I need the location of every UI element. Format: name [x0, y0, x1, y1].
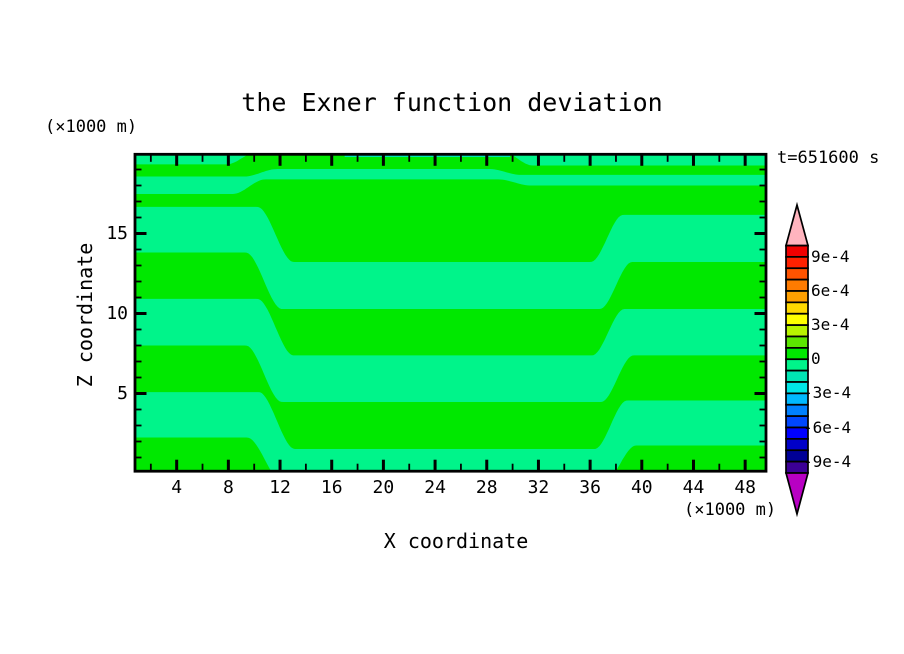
y-tick-label: 5 — [117, 382, 128, 404]
x-tick-label: 12 — [269, 477, 291, 498]
y-axis-unit-label: (×1000 m) — [45, 117, 138, 137]
colorbar-segment — [785, 312, 809, 326]
colorbar-label: -9e-4 — [803, 451, 852, 471]
x-axis-title: X coordinate — [383, 529, 529, 553]
plot-title: the Exner function deviation — [241, 88, 663, 117]
time-label: t=651600 s — [777, 148, 880, 168]
colorbar-segment — [785, 256, 809, 270]
colorbar-segment — [785, 335, 809, 349]
colorbar-segment — [785, 278, 809, 292]
colorbar-label: -3e-4 — [803, 383, 852, 403]
x-tick-label: 40 — [630, 477, 653, 498]
band-top-sliver — [135, 154, 766, 166]
x-axis-unit-label: (×1000 m) — [684, 500, 777, 520]
band-upper-thin — [135, 169, 766, 194]
x-tick-label: 20 — [372, 477, 395, 498]
x-tick-label: 32 — [527, 477, 550, 498]
plot-frame — [133, 152, 768, 473]
colorbar-segment — [785, 290, 809, 304]
colorbar-label: 3e-4 — [811, 315, 850, 335]
band-lower-thick — [135, 392, 766, 472]
colorbar-segment — [785, 347, 809, 361]
band-upper-thick — [135, 206, 766, 309]
y-tick-label: 10 — [106, 302, 128, 324]
x-tick-label: 36 — [579, 477, 601, 498]
band-mid-thick — [135, 298, 766, 402]
colorbar-segment — [785, 403, 809, 417]
colorbar-segment — [785, 267, 809, 281]
colorbar-segment — [785, 324, 809, 338]
x-tick-label: 48 — [734, 477, 756, 498]
colorbar-label: 9e-4 — [811, 246, 850, 266]
x-tick-label: 4 — [171, 477, 183, 498]
x-tick-label: 28 — [475, 477, 498, 498]
colorbar-bottom-arrow — [784, 472, 810, 518]
colorbar-label: -6e-4 — [803, 417, 852, 437]
colorbar-label: 6e-4 — [811, 281, 850, 300]
axis-ticks — [135, 154, 766, 471]
x-tick-label: 16 — [320, 477, 343, 498]
colorbar — [784, 201, 810, 518]
contour-field — [135, 154, 766, 472]
colorbar-segment — [785, 369, 809, 383]
y-tick-label: 15 — [106, 222, 128, 244]
x-tick-label: 44 — [682, 477, 705, 498]
x-tick-label: 8 — [222, 477, 234, 498]
colorbar-segment — [785, 301, 809, 315]
colorbar-top-arrow — [784, 201, 810, 247]
colorbar-label: 0 — [811, 349, 821, 369]
colorbar-segment — [785, 244, 809, 258]
colorbar-segment — [785, 438, 809, 452]
x-tick-label: 24 — [424, 477, 446, 498]
colorbar-segment — [785, 358, 809, 372]
